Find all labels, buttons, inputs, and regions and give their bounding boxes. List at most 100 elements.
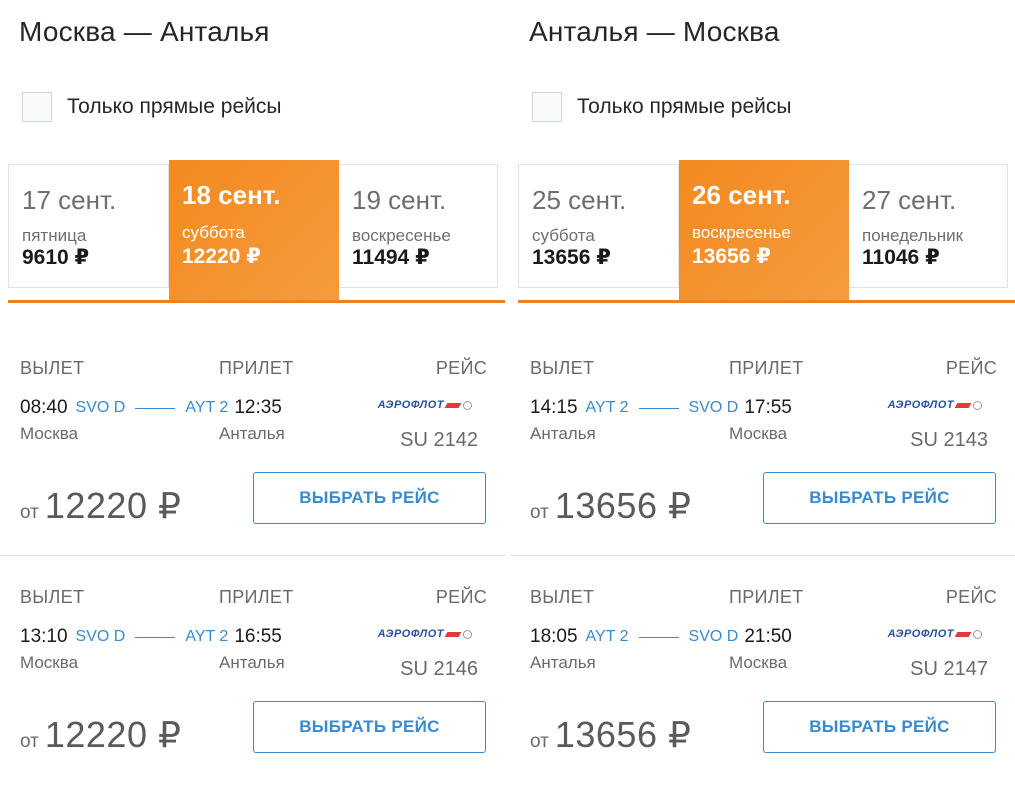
departure-airport: AYT 2 — [585, 399, 629, 416]
flight-price: от 12220 ₽ — [20, 714, 181, 756]
date-option[interactable]: 17 сент. пятница 9610 ₽ — [8, 164, 169, 288]
date-day: 27 сент. — [862, 185, 957, 215]
price-value: 13656 ₽ — [554, 714, 692, 755]
select-flight-button[interactable]: ВЫБРАТЬ РЕЙС — [763, 701, 996, 753]
flight-card: ВЫЛЕТ ПРИЛЕТ РЕЙС 13:10 SVO D AYT 2 16:5… — [0, 559, 505, 789]
date-day: 26 сент. — [692, 180, 791, 210]
route-line — [638, 636, 679, 638]
flight-price: от 13656 ₽ — [530, 714, 691, 756]
emblem-icon — [463, 400, 472, 410]
direct-only-label: Только прямые рейсы — [67, 95, 282, 118]
date-day: 25 сент. — [532, 185, 627, 215]
airline-name: АЭРОФЛОТ — [887, 399, 954, 411]
flight-header: РЕЙС — [945, 587, 997, 607]
date-option-selected[interactable]: 18 сент. суббота 12220 ₽ — [169, 160, 339, 300]
arrival-airport: AYT 2 — [185, 628, 229, 645]
departure-time: 13:10 — [20, 626, 68, 647]
flight-price: от 12220 ₽ — [20, 485, 181, 527]
departure-city: Москва — [20, 424, 79, 443]
airline-name: АЭРОФЛОТ — [377, 399, 444, 411]
arrival-airport: SVO D — [688, 628, 739, 645]
select-flight-button[interactable]: ВЫБРАТЬ РЕЙС — [253, 701, 486, 753]
date-price: 13656 ₽ — [532, 246, 611, 269]
direct-only-checkbox[interactable] — [22, 92, 52, 122]
flight-price: от 13656 ₽ — [530, 485, 691, 527]
departure-time: 08:40 — [20, 397, 68, 418]
aeroflot-logo-icon: АЭРОФЛОТ — [888, 399, 982, 411]
departure-airport: AYT 2 — [585, 628, 629, 645]
wing-icon — [954, 631, 972, 637]
direct-only-filter[interactable]: Только прямые рейсы — [532, 90, 791, 124]
date-weekday: воскресенье — [692, 223, 791, 242]
arrival-header: ПРИЛЕТ — [729, 358, 804, 378]
flight-header: РЕЙС — [435, 358, 487, 378]
departure-city: Москва — [20, 653, 79, 672]
direct-only-filter[interactable]: Только прямые рейсы — [22, 90, 281, 124]
arrival-city: Москва — [729, 424, 788, 443]
flight-number: SU 2147 — [910, 658, 988, 680]
emblem-icon — [463, 629, 472, 639]
price-prefix: от — [20, 502, 39, 523]
wing-icon — [444, 402, 462, 408]
direct-only-checkbox[interactable] — [532, 92, 562, 122]
arrival-header: ПРИЛЕТ — [729, 587, 804, 607]
arrival-airport: AYT 2 — [185, 399, 229, 416]
date-price: 11046 ₽ — [862, 246, 940, 269]
flight-times: 14:15 AYT 2 SVO D 17:55 — [530, 396, 792, 420]
direct-only-label: Только прямые рейсы — [577, 95, 792, 118]
flight-card: ВЫЛЕТ ПРИЛЕТ РЕЙС 08:40 SVO D AYT 2 12:3… — [0, 330, 505, 560]
wing-icon — [954, 402, 972, 408]
airline-name: АЭРОФЛОТ — [887, 628, 954, 640]
departure-airport: SVO D — [75, 628, 126, 645]
departure-header: ВЫЛЕТ — [20, 358, 85, 378]
arrival-airport: SVO D — [688, 399, 739, 416]
date-option[interactable]: 25 сент. суббота 13656 ₽ — [518, 164, 679, 288]
route-line — [135, 636, 176, 638]
arrival-time: 16:55 — [234, 626, 282, 647]
arrival-city: Анталья — [219, 424, 285, 443]
departure-time: 14:15 — [530, 397, 578, 418]
date-option-selected[interactable]: 26 сент. воскресенье 13656 ₽ — [679, 160, 849, 300]
aeroflot-logo-icon: АЭРОФЛОТ — [378, 399, 472, 411]
date-option[interactable]: 27 сент. понедельник 11046 ₽ — [848, 164, 1008, 288]
departure-time: 18:05 — [530, 626, 578, 647]
flight-times: 18:05 AYT 2 SVO D 21:50 — [530, 625, 792, 649]
divider — [510, 555, 1015, 556]
flight-card: ВЫЛЕТ ПРИЛЕТ РЕЙС 14:15 AYT 2 SVO D 17:5… — [510, 330, 1015, 560]
flight-number: SU 2142 — [400, 429, 478, 451]
date-day: 17 сент. — [22, 185, 117, 215]
route-title: Москва — Анталья — [19, 16, 270, 47]
departure-header: ВЫЛЕТ — [20, 587, 85, 607]
select-flight-button[interactable]: ВЫБРАТЬ РЕЙС — [253, 472, 486, 524]
departure-header: ВЫЛЕТ — [530, 358, 595, 378]
flight-times: 13:10 SVO D AYT 2 16:55 — [20, 625, 282, 649]
date-weekday: пятница — [22, 226, 87, 245]
outbound-panel: Москва — Анталья Только прямые рейсы 17 … — [0, 0, 505, 774]
divider — [0, 555, 505, 556]
date-price: 11494 ₽ — [352, 246, 430, 269]
aeroflot-logo-icon: АЭРОФЛОТ — [888, 628, 982, 640]
select-flight-button[interactable]: ВЫБРАТЬ РЕЙС — [763, 472, 996, 524]
flight-header: РЕЙС — [945, 358, 997, 378]
flight-number: SU 2146 — [400, 658, 478, 680]
date-day: 18 сент. — [182, 180, 281, 210]
price-prefix: от — [530, 502, 549, 523]
date-option[interactable]: 19 сент. воскресенье 11494 ₽ — [338, 164, 498, 288]
departure-airport: SVO D — [75, 399, 126, 416]
wing-icon — [444, 631, 462, 637]
flight-header: РЕЙС — [435, 587, 487, 607]
price-value: 12220 ₽ — [44, 714, 182, 755]
date-weekday: суббота — [182, 223, 245, 242]
return-panel: Анталья — Москва Только прямые рейсы 25 … — [510, 0, 1015, 774]
date-price: 13656 ₽ — [692, 245, 771, 268]
date-selector: 25 сент. суббота 13656 ₽ 27 сент. понеде… — [518, 160, 1015, 303]
route-line — [135, 407, 176, 409]
aeroflot-logo-icon: АЭРОФЛОТ — [378, 628, 472, 640]
route-title: Анталья — Москва — [529, 16, 780, 47]
arrival-city: Москва — [729, 653, 788, 672]
departure-city: Анталья — [530, 653, 596, 672]
arrival-city: Анталья — [219, 653, 285, 672]
departure-city: Анталья — [530, 424, 596, 443]
price-value: 13656 ₽ — [554, 485, 692, 526]
date-weekday: понедельник — [862, 226, 964, 245]
